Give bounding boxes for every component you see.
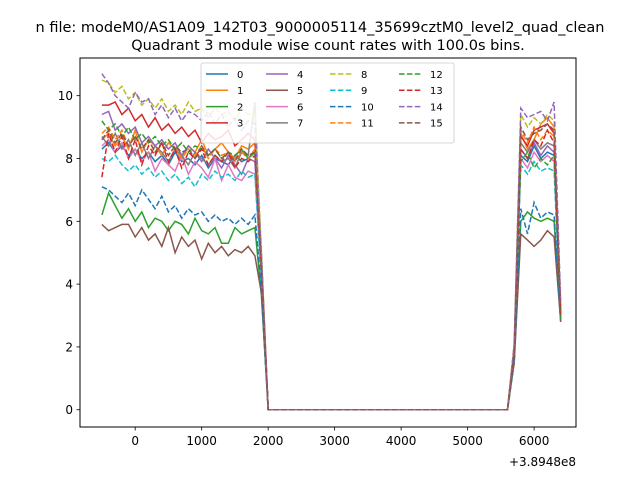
series-line-6: [101, 138, 562, 411]
legend-label-3: 3: [237, 119, 243, 130]
series-line-7: [101, 101, 562, 411]
series-line-3: [101, 101, 562, 411]
legend-label-6: 6: [297, 102, 303, 113]
legend-label-8: 8: [361, 70, 367, 81]
legend-box: [200, 62, 455, 144]
series-line-2: [101, 191, 562, 411]
legend-label-5: 5: [297, 86, 303, 97]
series-line-12: [101, 120, 562, 411]
series-line-15: [101, 122, 562, 411]
series-lines: [101, 73, 562, 411]
y-tick-label: 8: [65, 152, 73, 166]
x-tick-label: 1000: [186, 434, 217, 448]
series-line-10: [101, 186, 562, 411]
legend-label-11: 11: [361, 119, 374, 130]
plot-frame: [79, 57, 577, 428]
legend-label-2: 2: [237, 102, 243, 113]
legend-label-7: 7: [297, 119, 303, 130]
legend-label-13: 13: [430, 86, 443, 97]
legend-label-0: 0: [237, 70, 243, 81]
x-tick-label: 6000: [519, 434, 550, 448]
x-tick-label: 3000: [319, 434, 350, 448]
series-line-11: [101, 125, 562, 411]
series-line-9: [101, 154, 562, 411]
series-line-0: [101, 141, 562, 411]
x-axis: 0 1000 2000 3000 4000 5000 6000: [131, 427, 549, 448]
legend-label-10: 10: [361, 102, 374, 113]
series-line-5: [101, 223, 562, 411]
x-tick-label: 0: [131, 434, 139, 448]
series-line-13: [101, 128, 562, 411]
y-tick-label: 2: [65, 340, 73, 354]
chart-title: Quadrant 3 module wise count rates with …: [131, 38, 525, 54]
y-tick-label: 0: [65, 403, 73, 417]
y-tick-label: 4: [65, 278, 73, 292]
x-axis-offset-label: +3.8948e8: [509, 455, 576, 469]
y-axis: 0 2 4 6 8 10: [58, 89, 80, 417]
y-tick-label: 10: [58, 89, 73, 103]
legend-label-9: 9: [361, 86, 367, 97]
legend-label-1: 1: [237, 86, 243, 97]
legend-label-15: 15: [430, 119, 443, 130]
x-tick-label: 2000: [253, 434, 284, 448]
x-tick-label: 4000: [386, 434, 417, 448]
legend-label-4: 4: [297, 70, 303, 81]
y-tick-label: 6: [65, 215, 73, 229]
figure-suptitle: n file: modeM0/AS1A09_142T03_9000005114_…: [36, 20, 605, 36]
legend-label-12: 12: [430, 70, 443, 81]
x-tick-label: 5000: [452, 434, 483, 448]
legend-label-14: 14: [430, 102, 443, 113]
